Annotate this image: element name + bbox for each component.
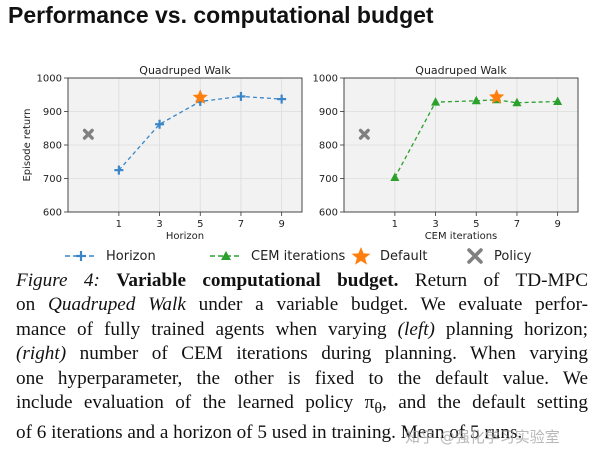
- x-tick-label: 1: [116, 219, 122, 230]
- y-axis-label: Episode return: [22, 108, 33, 181]
- star-marker-icon: [351, 247, 371, 265]
- y-tick-label: 800: [319, 141, 338, 152]
- caption-env-name: Quadruped Walk: [48, 294, 186, 316]
- caption-text: include evaluation of the learned policy…: [16, 392, 375, 414]
- y-tick-label: 700: [319, 174, 338, 185]
- data-point: [512, 97, 522, 107]
- x-tick-label: 5: [197, 219, 203, 230]
- page-title: Performance vs. computational budget: [8, 2, 434, 28]
- y-tick-label: 800: [43, 141, 62, 152]
- series-line: [394, 99, 558, 178]
- figure-caption: Figure 4: Variable computational budget.…: [16, 269, 588, 446]
- legend-item-horizon: Horizon: [64, 245, 156, 267]
- data-point: [431, 97, 441, 106]
- policy-marker: [358, 128, 370, 140]
- caption-italic: (right): [16, 343, 67, 365]
- policy-marker: [82, 128, 94, 140]
- caption-text: Return of TD-MPC: [398, 270, 588, 291]
- x-tick-label: 7: [238, 219, 244, 230]
- y-tick-label: 900: [43, 107, 62, 118]
- y-tick-label: 600: [319, 208, 338, 219]
- y-tick-label: 1000: [313, 74, 338, 85]
- caption-text: under a variable budget. We evaluate per…: [185, 294, 589, 316]
- caption-italic: (left): [397, 318, 435, 340]
- default-marker: [489, 89, 505, 104]
- data-point: [471, 95, 481, 105]
- data-point: [553, 96, 563, 105]
- x-tick-label: 7: [514, 219, 520, 230]
- legend-item-cem: CEM iterations: [209, 245, 345, 267]
- legend-label-policy: Policy: [494, 248, 532, 264]
- x-tick-label: 1: [392, 219, 398, 230]
- charts-area: 1 3 5 7 9 600 700 800 900 1000 Quadruped Walk Horiz…: [22, 64, 579, 242]
- caption-line: (right) number of CEM iterations during …: [16, 342, 588, 366]
- caption-line: of 6 iterations and a horizon of 5 used …: [16, 421, 588, 445]
- caption-text: number of CEM iterations during planning…: [66, 343, 588, 365]
- caption-text: mance of fully trained agents when varyi…: [16, 318, 398, 340]
- chart-title: Quadruped Walk: [139, 64, 231, 77]
- x-tick-label: 9: [554, 219, 560, 230]
- data-point: [390, 172, 400, 181]
- chart-title: Quadruped Walk: [415, 64, 507, 77]
- legend-label-default: Default: [380, 248, 428, 264]
- y-tick-label: 700: [43, 174, 62, 185]
- caption-text: planning horizon;: [434, 318, 588, 340]
- x-tick-label: 3: [432, 219, 438, 230]
- chart-panel-1: 1 3 5 7 9 600 700 800 900 1000 Quadruped Walk CEM i…: [313, 64, 579, 242]
- figure-label: Figure 4:: [16, 270, 100, 291]
- legend-item-default: Default: [350, 245, 428, 267]
- x-tick-label: 5: [473, 219, 479, 230]
- y-tick-label: 1000: [37, 74, 62, 85]
- caption-text: of 6 iterations and a horizon of 5 used …: [16, 422, 523, 444]
- x-marker-icon: [467, 248, 483, 264]
- caption-line: one hyperparameter, the other is fixed t…: [16, 367, 588, 391]
- plus-marker-icon: [65, 251, 97, 261]
- caption-line: Figure 4: Variable computational budget.…: [16, 269, 588, 293]
- caption-text: on: [16, 294, 48, 316]
- caption-space: [100, 270, 116, 291]
- x-tick-label: 3: [156, 219, 162, 230]
- caption-line: mance of fully trained agents when varyi…: [16, 318, 588, 342]
- caption-line: on Quadruped Walk under a variable budge…: [16, 293, 588, 317]
- y-tick-label: 900: [319, 107, 338, 118]
- x-tick-label: 9: [278, 219, 284, 230]
- legend-label-cem: CEM iterations: [251, 248, 346, 264]
- x-axis-label: CEM iterations: [425, 231, 498, 242]
- triangle-marker-icon: [210, 251, 242, 260]
- caption-text: , and the default setting: [382, 392, 588, 414]
- legend: Horizon CEM iterations Default Policy: [64, 245, 584, 267]
- x-axis-label: Horizon: [166, 231, 204, 242]
- chart-panel-0: 1 3 5 7 9 600 700 800 900 1000 Quadruped Walk Horiz…: [22, 64, 303, 242]
- watermark: 知乎 @强化学习实验室: [405, 428, 560, 446]
- caption-heading: Variable computational budget.: [116, 270, 399, 291]
- y-tick-label: 600: [43, 208, 62, 219]
- legend-label-horizon: Horizon: [106, 248, 156, 264]
- caption-subscript: θ: [374, 399, 383, 417]
- default-marker: [192, 89, 208, 104]
- caption-line: include evaluation of the learned policy…: [16, 391, 588, 421]
- caption-text: one hyperparameter, the other is fixed t…: [16, 367, 588, 389]
- legend-item-policy: Policy: [464, 245, 531, 267]
